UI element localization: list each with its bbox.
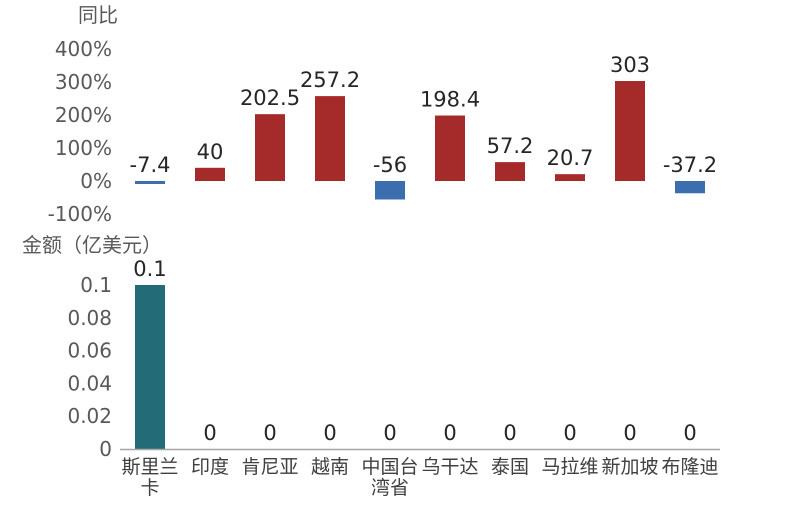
top-bar	[255, 114, 285, 181]
top-bar	[615, 81, 645, 181]
top-value-label: 202.5	[240, 86, 300, 110]
top-bars	[135, 81, 705, 200]
top-value-label: 198.4	[420, 88, 480, 112]
top-bar	[195, 167, 225, 181]
top-value-label: 257.2	[300, 68, 360, 92]
top-chart-ylabel: 同比	[78, 3, 118, 27]
top-bar	[495, 162, 525, 181]
x-category-label: 肯尼亚	[241, 456, 298, 478]
top-y-tick-label: 400%	[55, 37, 112, 61]
top-value-label: -37.2	[663, 153, 717, 177]
x-category-label: 马拉维	[541, 456, 598, 478]
top-bar	[135, 181, 165, 184]
top-bar	[555, 174, 585, 181]
top-value-label: 20.7	[547, 146, 594, 170]
top-value-label: 40	[197, 140, 224, 164]
top-y-tick-label: 200%	[55, 103, 112, 127]
bottom-y-tick-label: 0.1	[80, 273, 112, 297]
bottom-value-label: 0.1	[133, 257, 166, 281]
top-value-label: 303	[610, 53, 650, 77]
bottom-value-label: 0	[563, 421, 576, 445]
bottom-value-label: 0	[203, 421, 216, 445]
bottom-value-label: 0	[263, 421, 276, 445]
bottom-y-tick-label: 0.02	[67, 404, 112, 428]
bottom-y-tick-label: 0	[99, 437, 112, 461]
bottom-y-axis: 0.1 0.08 0.06 0.04 0.02 0	[67, 273, 112, 461]
bottom-data-labels: 0.1 0 0 0 0 0 0 0 0 0	[133, 257, 696, 445]
top-y-tick-label: 100%	[55, 136, 112, 160]
bottom-chart-ylabel: 金额（亿美元）	[22, 233, 162, 257]
bottom-value-label: 0	[503, 421, 516, 445]
x-category-label: 泰国	[491, 456, 529, 478]
bottom-value-label: 0	[323, 421, 336, 445]
top-y-tick-label: 300%	[55, 70, 112, 94]
bottom-value-label: 0	[683, 421, 696, 445]
bottom-value-label: 0	[623, 421, 636, 445]
bottom-value-label: 0	[383, 421, 396, 445]
top-bar	[435, 115, 465, 181]
bottom-y-tick-label: 0.04	[67, 371, 112, 395]
x-category-label: 越南	[311, 456, 349, 478]
top-value-label: -56	[373, 153, 407, 177]
top-value-label: 57.2	[487, 134, 534, 158]
top-value-label: -7.4	[130, 153, 171, 177]
bottom-bars	[135, 285, 165, 449]
bottom-y-tick-label: 0.06	[67, 339, 112, 363]
bottom-bar	[135, 285, 165, 449]
x-category-label: 中国台湾省	[361, 456, 418, 499]
x-category-label: 斯里兰卡	[121, 456, 178, 499]
top-y-tick-label: -100%	[48, 202, 112, 226]
top-bar	[675, 181, 705, 194]
x-category-label: 印度	[191, 456, 229, 478]
x-category-label: 乌干达	[421, 456, 478, 478]
x-category-label: 新加坡	[601, 456, 658, 478]
bottom-value-label: 0	[443, 421, 456, 445]
top-bar	[375, 181, 405, 200]
top-y-tick-label: 0%	[80, 169, 112, 193]
top-y-axis: 400% 300% 200% 100% 0% -100%	[48, 37, 112, 226]
top-bar	[315, 96, 345, 181]
x-category-label: 布隆迪	[661, 456, 718, 478]
bottom-y-tick-label: 0.08	[67, 306, 112, 330]
